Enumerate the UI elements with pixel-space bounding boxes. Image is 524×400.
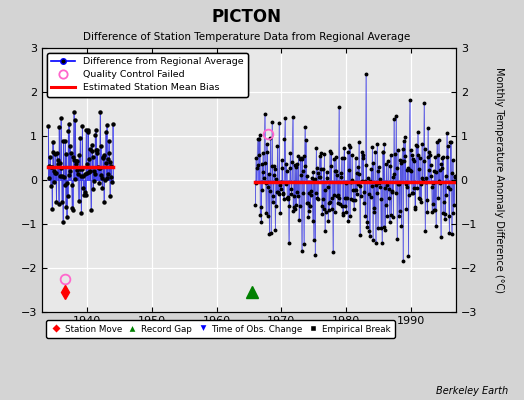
Legend: Difference from Regional Average, Quality Control Failed, Estimated Station Mean: Difference from Regional Average, Qualit… — [47, 53, 248, 97]
Legend: Station Move, Record Gap, Time of Obs. Change, Empirical Break: Station Move, Record Gap, Time of Obs. C… — [46, 320, 395, 338]
Text: Berkeley Earth: Berkeley Earth — [436, 386, 508, 396]
Y-axis label: Monthly Temperature Anomaly Difference (°C): Monthly Temperature Anomaly Difference (… — [494, 67, 504, 293]
Text: PICTON: PICTON — [211, 8, 281, 26]
Text: Difference of Station Temperature Data from Regional Average: Difference of Station Temperature Data f… — [83, 32, 410, 42]
